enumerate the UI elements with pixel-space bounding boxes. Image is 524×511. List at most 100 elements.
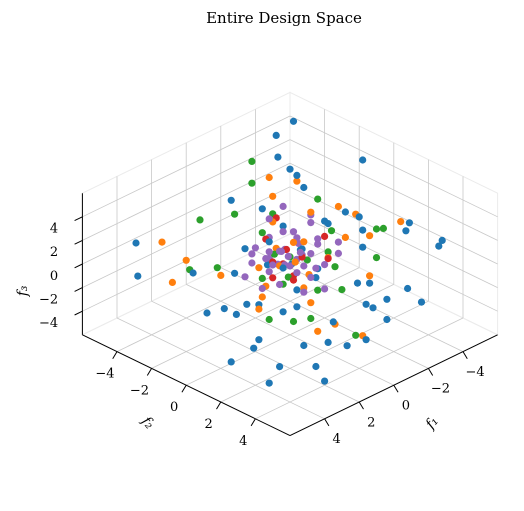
- data-point-series-3: [372, 254, 381, 262]
- z-tick-label: −4: [39, 316, 58, 331]
- y-tick-label: 0: [170, 400, 178, 415]
- data-point-series-3: [372, 225, 381, 233]
- data-point-series-3: [338, 286, 346, 294]
- data-point-series-5: [258, 284, 266, 293]
- data-point-series-5: [279, 228, 287, 236]
- x-tick-label: 0: [402, 399, 410, 414]
- data-point-series-1: [355, 213, 363, 221]
- y-tick-mark: [146, 368, 153, 376]
- y-tick-mark: [216, 401, 222, 410]
- z-tick-label: 2: [50, 245, 58, 260]
- data-point-series-5: [293, 269, 301, 277]
- chart-title: Entire Design Space: [206, 9, 362, 27]
- data-point-series-1: [321, 377, 329, 385]
- x-tick-label: −2: [431, 382, 450, 397]
- data-point-series-2: [255, 305, 263, 313]
- y-tick-label: 4: [239, 434, 247, 449]
- data-point-series-5: [300, 262, 308, 270]
- grid-line: [255, 317, 464, 420]
- x-tick-label: −4: [466, 365, 485, 380]
- data-point-series-3: [196, 216, 204, 224]
- z-tick-label: 0: [50, 269, 58, 284]
- x-tick-mark: [324, 418, 330, 427]
- data-point-series-5: [314, 240, 322, 248]
- y-tick-label: 2: [205, 417, 213, 432]
- data-point-series-1: [329, 318, 337, 326]
- data-point-series-1: [293, 171, 301, 179]
- data-point-series-5: [312, 264, 320, 272]
- data-point-series-3: [289, 317, 298, 326]
- data-point-series-1: [359, 243, 367, 251]
- data-point-series-4: [269, 274, 277, 282]
- x-tick-mark: [393, 384, 399, 393]
- x-tick-label: 4: [333, 432, 341, 447]
- grid-line: [82, 115, 291, 218]
- data-point-series-1: [362, 336, 370, 344]
- data-point-series-2: [366, 272, 374, 280]
- data-point-series-2: [289, 238, 298, 246]
- data-point-series-5: [314, 235, 322, 243]
- data-point-series-5: [276, 280, 284, 289]
- data-point-series-1: [227, 196, 235, 204]
- data-point-series-1: [369, 304, 377, 312]
- data-point-series-1: [227, 358, 235, 366]
- data-point-series-1: [258, 205, 266, 213]
- data-point-series-1: [272, 131, 280, 139]
- z-tick-label: −2: [39, 292, 58, 307]
- data-point-series-1: [220, 305, 228, 313]
- data-point-series-3: [352, 331, 360, 339]
- data-point-series-1: [404, 284, 412, 293]
- x-tick-label: 2: [367, 415, 375, 430]
- data-point-series-5: [265, 248, 273, 256]
- data-point-series-1: [189, 269, 197, 277]
- data-point-series-3: [284, 273, 292, 281]
- data-point-series-3: [314, 195, 322, 203]
- x-tick-mark: [462, 351, 468, 359]
- data-point-series-5: [279, 202, 287, 210]
- data-point-series-2: [307, 208, 315, 216]
- data-point-series-1: [274, 153, 282, 161]
- data-point-series-1: [250, 344, 258, 352]
- data-point-series-3: [265, 315, 273, 324]
- data-point-series-3: [231, 210, 239, 218]
- data-point-series-5: [265, 215, 273, 223]
- data-point-series-1: [383, 315, 391, 324]
- data-point-series-1: [343, 342, 351, 350]
- data-point-series-1: [203, 309, 211, 317]
- data-point-series-1: [134, 272, 142, 280]
- data-point-series-5: [307, 219, 315, 227]
- data-point-series-5: [300, 288, 308, 296]
- data-point-series-2: [217, 271, 225, 279]
- data-point-series-5: [307, 273, 315, 281]
- tick-labels: −4 −2 0 2 4 −4 −2 0 2 4 −4 −2 0 2 4: [39, 222, 485, 449]
- data-point-series-2: [158, 238, 166, 246]
- data-point-series-4: [289, 276, 298, 284]
- data-point-series-2: [307, 299, 315, 307]
- data-point-series-5: [284, 252, 292, 260]
- data-point-series-1: [312, 274, 320, 282]
- data-point-series-1: [232, 310, 240, 318]
- data-point-series-1: [312, 362, 320, 371]
- y-tick-mark: [250, 418, 256, 427]
- data-point-series-5: [265, 268, 273, 276]
- data-point-series-1: [366, 279, 374, 287]
- x-tick-mark: [358, 401, 364, 410]
- data-point-series-3: [331, 263, 339, 271]
- data-point-series-5: [289, 228, 298, 236]
- y-tick-mark: [112, 351, 118, 359]
- data-point-series-2: [291, 258, 299, 266]
- data-point-series-4: [321, 232, 329, 240]
- y-axis-label: f₂: [138, 413, 158, 433]
- z-tick-mark: [74, 239, 83, 245]
- data-point-series-4: [324, 255, 332, 263]
- data-point-series-2: [265, 173, 273, 182]
- grid-line: [289, 115, 498, 218]
- data-point-series-3: [307, 314, 315, 323]
- data-point-series-1: [324, 338, 332, 346]
- data-point-series-1: [279, 308, 287, 316]
- data-point-series-3: [314, 286, 322, 294]
- data-point-series-5: [321, 285, 329, 293]
- data-point-series-1: [243, 300, 251, 308]
- data-point-series-1: [276, 363, 284, 371]
- data-point-series-1: [417, 298, 426, 306]
